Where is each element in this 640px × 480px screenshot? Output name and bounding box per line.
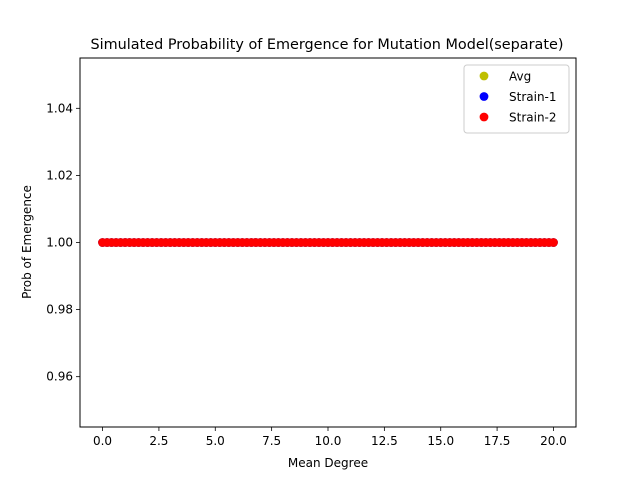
y-tick-label: 0.98 [46, 303, 73, 317]
series-strain-2 [98, 238, 558, 247]
x-axis-label: Mean Degree [288, 456, 368, 470]
data-point [549, 238, 558, 247]
x-tick-label: 0.0 [93, 434, 112, 448]
legend-label: Avg [509, 70, 531, 84]
y-tick-label: 1.00 [46, 236, 73, 250]
chart-title: Simulated Probability of Emergence for M… [91, 37, 564, 53]
legend-label: Strain-2 [509, 111, 557, 125]
x-tick-label: 2.5 [149, 434, 168, 448]
legend: Avg Strain-1 Strain-2 [463, 64, 570, 134]
plot-area [98, 238, 558, 247]
x-tick-label: 5.0 [206, 434, 225, 448]
legend-box [463, 64, 570, 134]
x-axis: 0.0 2.5 5.0 7.5 10.0 12.5 15.0 17.5 20.0 [93, 427, 567, 448]
legend-marker [479, 92, 489, 101]
legend-marker [479, 71, 489, 81]
x-tick-label: 7.5 [262, 434, 281, 448]
y-axis: 0.96 0.98 1.00 1.02 1.04 [46, 101, 80, 384]
y-tick-label: 1.02 [46, 168, 73, 182]
x-tick-label: 10.0 [315, 434, 342, 448]
x-tick-label: 20.0 [540, 434, 567, 448]
y-tick-label: 1.04 [46, 101, 73, 115]
x-tick-label: 17.5 [484, 434, 511, 448]
legend-marker [479, 112, 489, 122]
x-tick-label: 12.5 [371, 434, 398, 448]
legend-label: Strain-1 [509, 90, 557, 104]
y-tick-label: 0.96 [46, 370, 73, 384]
x-tick-label: 15.0 [427, 434, 454, 448]
y-axis-label: Prob of Emergence [20, 185, 34, 299]
